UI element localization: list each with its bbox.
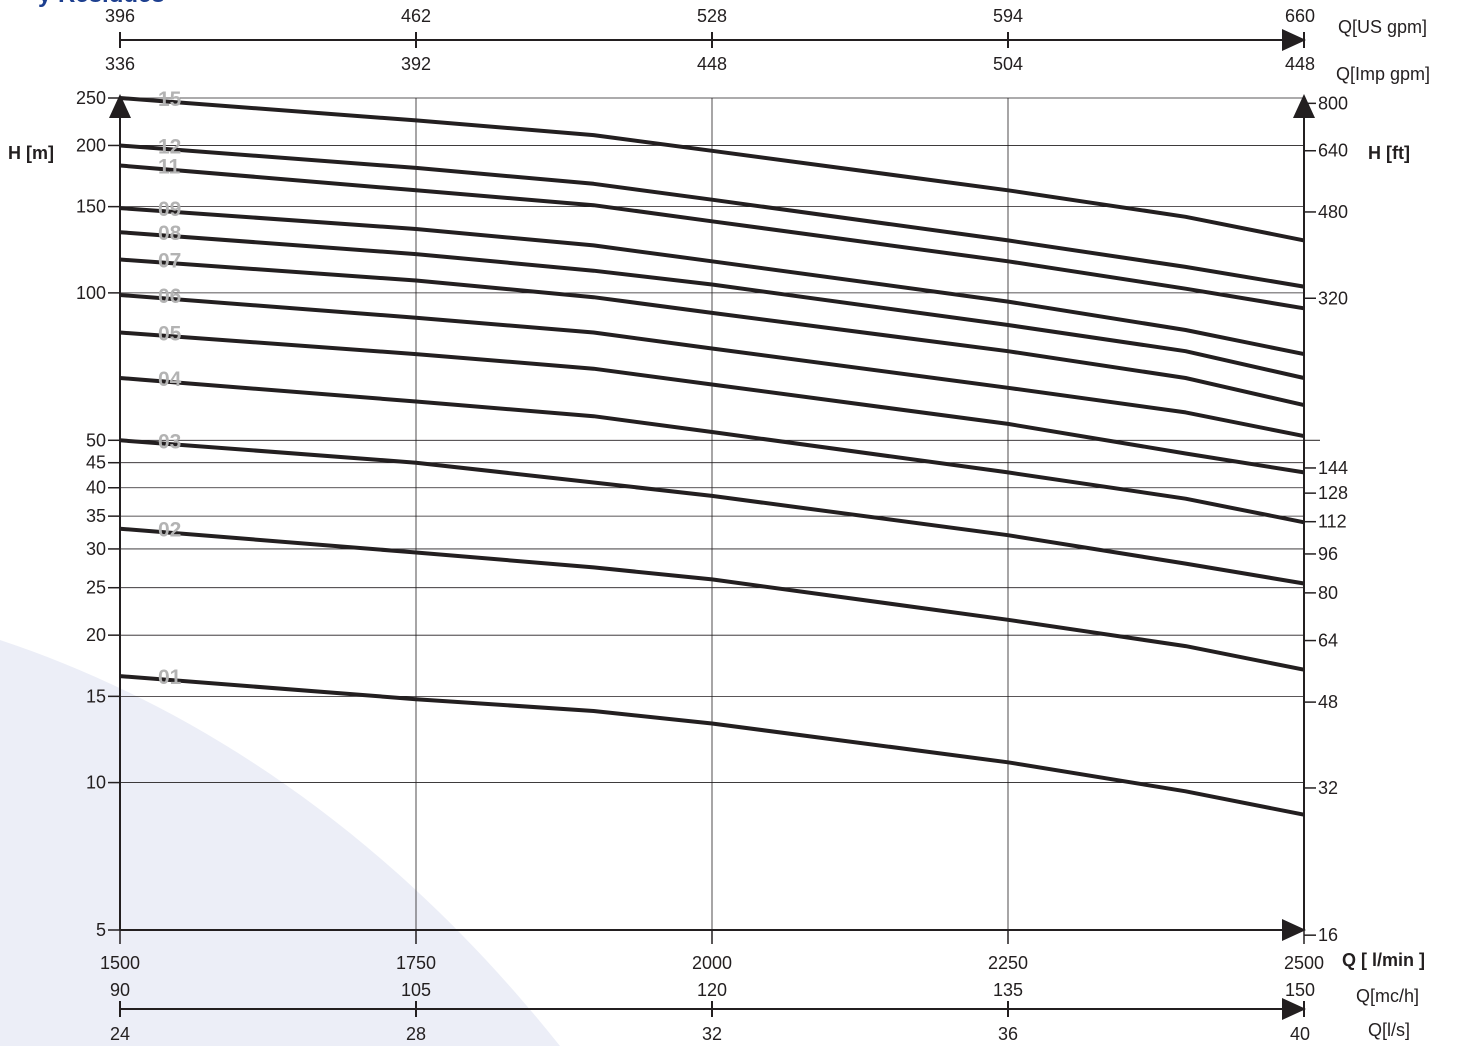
curve-08 — [119, 230, 1305, 380]
curve-01 — [119, 674, 1305, 817]
x-tick-label: 2500 — [1284, 953, 1324, 973]
y-axis-title-m: H [m] — [8, 143, 54, 163]
ls-tick-label: 40 — [1290, 1024, 1310, 1044]
curve-label-03: 03 — [158, 430, 181, 453]
curve-06 — [119, 293, 1305, 439]
curve-label-09: 09 — [158, 198, 181, 221]
curve-label-15: 15 — [158, 88, 182, 111]
curve-label-05: 05 — [158, 323, 182, 346]
y-tick-label: 35 — [86, 506, 106, 526]
ls-tick-label: 32 — [702, 1024, 722, 1044]
mch-tick-label: 105 — [401, 980, 431, 1000]
y-axis-arrow-left — [109, 94, 131, 118]
curve-05 — [119, 330, 1305, 475]
y-tick-label: 50 — [86, 430, 106, 450]
curve-09 — [119, 206, 1305, 357]
imp-gpm-tick-label: 504 — [993, 54, 1023, 74]
curve-label-06: 06 — [158, 285, 181, 308]
curve-02 — [119, 526, 1305, 672]
ft-tick-label: 640 — [1318, 141, 1348, 161]
ft-tick-label: 16 — [1318, 925, 1338, 945]
ft-tick-label: 112 — [1318, 512, 1347, 532]
ft-tick-label: 32 — [1318, 778, 1338, 798]
ls-tick-label: 28 — [406, 1024, 426, 1044]
y-tick-label: 10 — [86, 773, 106, 793]
imp-gpm-tick-label: 392 — [401, 54, 431, 74]
y-tick-label: 150 — [76, 197, 106, 217]
us-gpm-tick-label: 396 — [105, 6, 135, 26]
y-tick-label: 5 — [96, 920, 106, 940]
axis-title-ls: Q[l/s] — [1368, 1020, 1410, 1040]
curve-11 — [119, 163, 1305, 311]
ls-tick-label: 24 — [110, 1024, 130, 1044]
x-tick-label: 1500 — [100, 953, 140, 973]
mch-tick-label: 135 — [993, 980, 1023, 1000]
x-axis-arrow — [1282, 919, 1306, 941]
us-gpm-tick-label: 594 — [993, 6, 1023, 26]
imp-gpm-tick-label: 448 — [697, 54, 727, 74]
mch-tick-label: 90 — [110, 980, 130, 1000]
grid-lines — [120, 97, 1320, 930]
curve-label-04: 04 — [158, 368, 182, 391]
curve-label-08: 08 — [158, 222, 182, 245]
y-tick-label: 40 — [86, 478, 106, 498]
curve-label-01: 01 — [158, 666, 182, 689]
chart-background — [0, 640, 560, 1046]
us-gpm-tick-label: 528 — [697, 6, 727, 26]
ft-tick-label: 800 — [1318, 93, 1348, 113]
ft-tick-label: 96 — [1318, 544, 1338, 564]
curves — [119, 96, 1305, 817]
curve-15 — [119, 96, 1305, 243]
curve-03 — [119, 438, 1305, 586]
curve-07 — [119, 257, 1305, 408]
y-tick-label: 100 — [76, 283, 106, 303]
curve-label-12: 12 — [158, 135, 181, 158]
axis-title-us-gpm: Q[US gpm] — [1338, 17, 1427, 37]
ft-tick-label: 480 — [1318, 202, 1348, 222]
y-tick-label: 15 — [86, 686, 106, 706]
x-axis-title-lmin: Q [ l/min ] — [1342, 950, 1425, 970]
y-tick-label: 20 — [86, 625, 106, 645]
imp-gpm-tick-label: 336 — [105, 54, 135, 74]
mch-tick-label: 120 — [697, 980, 727, 1000]
axis-title-imp-gpm: Q[Imp gpm] — [1336, 64, 1430, 84]
y-tick-label: 25 — [86, 578, 106, 598]
ft-tick-label: 128 — [1318, 483, 1348, 503]
curve-04 — [119, 376, 1305, 525]
mch-tick-label: 150 — [1285, 980, 1315, 1000]
y-tick-label: 200 — [76, 135, 106, 155]
x-tick-label: 1750 — [396, 953, 436, 973]
ft-tick-label: 48 — [1318, 692, 1338, 712]
us-gpm-tick-label: 660 — [1285, 6, 1315, 26]
curve-label-02: 02 — [158, 519, 181, 542]
ft-tick-label: 80 — [1318, 583, 1338, 603]
y-tick-label: 45 — [86, 453, 106, 473]
imp-gpm-tick-label: 448 — [1285, 54, 1315, 74]
axes — [108, 29, 1316, 1020]
axis-title-mch: Q[mc/h] — [1356, 986, 1419, 1006]
ft-tick-label: 320 — [1318, 288, 1348, 308]
y-axis-title-ft: H [ft] — [1368, 143, 1410, 163]
background-swoosh — [0, 640, 560, 1046]
y-tick-label: 250 — [76, 88, 106, 108]
axis-mch-arrow — [1282, 998, 1306, 1020]
x-tick-label: 2000 — [692, 953, 732, 973]
curve-label-07: 07 — [158, 249, 181, 272]
page-title: y Residues — [38, 0, 165, 8]
curve-label-11: 11 — [158, 156, 181, 179]
y-tick-label: 30 — [86, 539, 106, 559]
x-tick-label: 2250 — [988, 953, 1028, 973]
curve-12 — [119, 143, 1305, 289]
ft-tick-label: 64 — [1318, 631, 1338, 651]
axis-us-gpm-arrow — [1282, 29, 1306, 51]
ft-tick-label: 144 — [1318, 458, 1348, 478]
us-gpm-tick-label: 462 — [401, 6, 431, 26]
y-axis-arrow-right — [1293, 94, 1315, 118]
ls-tick-label: 36 — [998, 1024, 1018, 1044]
